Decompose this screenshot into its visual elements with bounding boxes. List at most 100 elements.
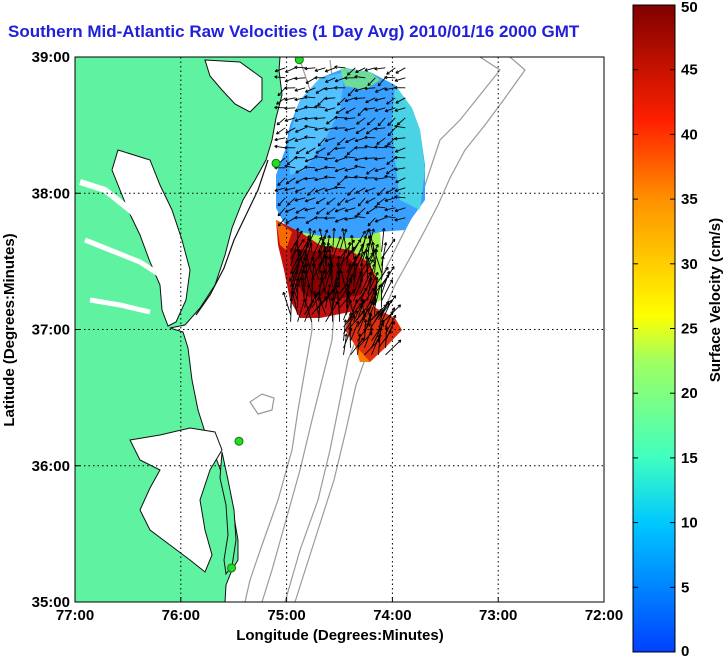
velocity-arrow: [291, 291, 299, 315]
velocity-arrow: [357, 107, 366, 117]
velocity-arrow: [310, 276, 315, 301]
velocity-arrow: [386, 67, 396, 75]
velocity-arrow: [354, 175, 366, 179]
x-tick-label: 74:00: [373, 607, 411, 624]
y-tick-label: 39:00: [32, 49, 70, 66]
velocity-arrow: [377, 117, 386, 127]
velocity-arrow: [327, 248, 334, 273]
velocity-arrow: [374, 167, 386, 173]
velocity-arrow: [365, 207, 376, 215]
velocity-arrow: [360, 271, 372, 294]
velocity-region-north-cyan: [392, 85, 425, 210]
velocity-arrow: [314, 154, 326, 159]
velocity-arrow: [290, 257, 301, 280]
velocity-arrow: [294, 117, 306, 122]
velocity-arrow: [336, 255, 341, 280]
velocity-arrow: [335, 107, 346, 114]
colorbar-tick-label: 0: [681, 643, 689, 659]
grid-lines: [75, 57, 604, 602]
velocity-arrow: [311, 256, 320, 280]
velocity-arrow: [395, 177, 406, 184]
velocity-arrow: [371, 241, 376, 266]
velocity-arrow: [295, 167, 306, 174]
velocity-field: [274, 65, 425, 362]
velocity-arrow: [324, 67, 336, 73]
velocity-arrow: [344, 207, 356, 212]
velocity-arrow: [344, 155, 356, 159]
velocity-arrow: [277, 217, 286, 227]
velocity-arrow: [348, 326, 352, 348]
velocity-arrow: [347, 87, 356, 97]
velocity-region-south-orange: [276, 220, 292, 250]
colorbar-label: Surface Velocity (cm/s): [707, 218, 724, 382]
velocity-arrow: [297, 256, 307, 280]
velocity-arrow: [355, 127, 366, 134]
colorbar-tick-label: 15: [681, 450, 698, 467]
velocity-arrow: [304, 124, 316, 129]
velocity-arrow: [394, 155, 406, 160]
velocity-arrow: [385, 314, 397, 335]
velocity-arrow: [344, 116, 356, 121]
velocity-arrow: [325, 284, 332, 308]
velocity-arrow: [334, 157, 346, 163]
velocity-arrow: [394, 207, 406, 213]
velocity-arrow: [304, 270, 313, 294]
velocity-arrow: [376, 137, 386, 145]
velocity-arrow: [384, 326, 389, 348]
velocity-arrow: [343, 299, 352, 321]
velocity-arrow: [378, 333, 382, 355]
velocity-arrow: [303, 298, 313, 322]
velocity-arrow: [384, 197, 396, 202]
river-2: [84, 237, 162, 278]
velocity-arrow: [304, 299, 315, 322]
velocity-arrow: [385, 167, 396, 175]
velocity-arrow: [355, 187, 366, 194]
velocity-region-tip: [345, 305, 402, 362]
velocity-arrow: [305, 147, 316, 154]
velocity-arrow: [295, 207, 306, 214]
velocity-arrow: [385, 339, 402, 356]
velocity-arrow: [330, 297, 335, 322]
velocity-arrow: [366, 117, 376, 126]
velocity-arrow: [394, 147, 406, 153]
velocity-arrow: [384, 214, 396, 219]
velocity-arrow: [326, 207, 336, 215]
velocity-arrow: [350, 310, 365, 328]
velocity-arrow: [285, 217, 296, 224]
velocity-arrow: [324, 107, 336, 112]
velocity-arrow: [311, 236, 323, 259]
velocity-arrow: [304, 242, 313, 266]
velocity-arrow: [356, 117, 366, 125]
velocity-arrow: [324, 175, 336, 179]
velocity-arrow: [363, 319, 368, 341]
map-title: Southern Mid-Atlantic Raw Velocities (1 …: [8, 22, 580, 41]
velocity-arrow: [315, 147, 326, 154]
velocity-arrow: [274, 137, 286, 142]
velocity-arrow: [344, 197, 356, 203]
velocity-arrow: [314, 127, 326, 131]
velocity-arrow: [332, 277, 339, 301]
velocity-arrow: [378, 300, 390, 321]
velocity-arrow: [364, 144, 376, 149]
velocity-arrow: [387, 137, 396, 146]
velocity-arrow: [353, 278, 364, 301]
velocity-arrow: [343, 333, 349, 355]
velocity-arrow: [325, 235, 331, 259]
velocity-arrow: [325, 263, 334, 287]
x-tick-label: 77:00: [56, 607, 94, 624]
velocity-arrow: [396, 117, 406, 126]
velocity-arrow: [344, 175, 356, 179]
velocity-arrow: [354, 214, 366, 219]
velocity-arrow: [312, 291, 320, 315]
velocity-arrow: [345, 137, 356, 144]
velocity-arrow: [276, 117, 286, 126]
colorbar-tick-label: 45: [681, 62, 698, 79]
velocity-arrow: [366, 167, 376, 175]
velocity-arrow: [395, 97, 406, 104]
velocity-arrow: [394, 124, 406, 129]
velocity-arrow: [387, 117, 396, 126]
velocity-arrow: [334, 146, 346, 151]
velocity-arrow: [345, 283, 350, 308]
velocity-arrow: [371, 328, 382, 349]
